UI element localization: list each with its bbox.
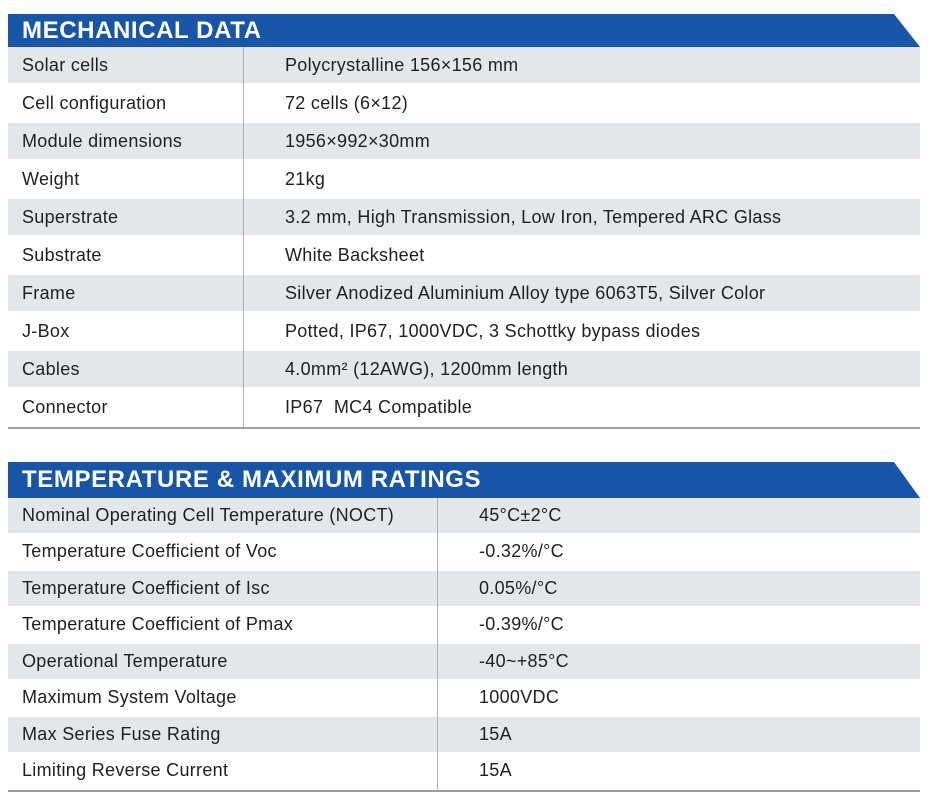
section-header-temperature-ratings: TEMPERATURE & MAXIMUM RATINGS <box>8 462 920 498</box>
spec-row-cell-configuration: Cell configuration 72 cells (6×12) <box>8 85 920 123</box>
spec-value: 1000VDC <box>479 687 560 708</box>
spec-label: Temperature Coefficient of Isc <box>22 577 270 598</box>
temperature-ratings-section: TEMPERATURE & MAXIMUM RATINGS Nominal Op… <box>8 462 920 792</box>
spec-value: White Backsheet <box>285 244 425 265</box>
spec-value: IP67 MC4 Compatible <box>285 396 473 417</box>
section-title: MECHANICAL DATA <box>22 16 262 44</box>
spec-row-temp-coeff-pmax: Temperature Coefficient of Pmax -0.39%/°… <box>8 608 920 644</box>
spec-row-superstrate: Superstrate 3.2 mm, High Transmission, L… <box>8 199 920 237</box>
spec-value: 3.2 mm, High Transmission, Low Iron, Tem… <box>285 206 782 227</box>
spec-label: Operational Temperature <box>22 650 228 671</box>
spec-label: Superstrate <box>22 206 119 227</box>
spec-row-operational-temperature: Operational Temperature -40~+85°C <box>8 644 920 681</box>
spec-row-max-series-fuse: Max Series Fuse Rating 15A <box>8 717 920 754</box>
section-title: TEMPERATURE & MAXIMUM RATINGS <box>22 466 482 493</box>
spec-label: Connector <box>22 396 108 417</box>
spec-label: Max Series Fuse Rating <box>22 723 221 744</box>
spec-label: Limiting Reverse Current <box>22 760 229 781</box>
spec-value: -0.39%/°C <box>479 614 564 635</box>
spec-label: Module dimensions <box>22 130 183 151</box>
spec-value: 1956×992×30mm <box>285 130 431 151</box>
spec-label: Temperature Coefficient of Voc <box>22 541 277 562</box>
spec-row-temp-coeff-isc: Temperature Coefficient of Isc 0.05%/°C <box>8 571 920 608</box>
spec-row-limiting-reverse-current: Limiting Reverse Current 15A <box>8 754 920 790</box>
spec-value: -40~+85°C <box>479 650 569 671</box>
spec-label: Frame <box>22 282 76 303</box>
spec-value: 72 cells (6×12) <box>285 92 409 113</box>
spec-row-module-dimensions: Module dimensions 1956×992×30mm <box>8 123 920 161</box>
spec-label: Weight <box>22 168 80 189</box>
spec-value: 0.05%/°C <box>479 577 558 598</box>
spec-value: 15A <box>479 723 512 744</box>
spec-row-frame: Frame Silver Anodized Aluminium Alloy ty… <box>8 275 920 313</box>
spec-row-temp-coeff-voc: Temperature Coefficient of Voc -0.32%/°C <box>8 535 920 571</box>
spec-value: 21kg <box>285 168 326 189</box>
mechanical-data-rows: Solar cells Polycrystalline 156×156 mm C… <box>8 47 920 429</box>
spec-label: Cables <box>22 358 80 379</box>
spec-row-solar-cells: Solar cells Polycrystalline 156×156 mm <box>8 47 920 85</box>
spec-label: Nominal Operating Cell Temperature (NOCT… <box>22 504 395 525</box>
spec-label: Cell configuration <box>22 92 167 113</box>
section-header-mechanical-data: MECHANICAL DATA <box>8 14 920 47</box>
spec-value: 4.0mm² (12AWG), 1200mm length <box>285 358 569 379</box>
temperature-ratings-rows: Nominal Operating Cell Temperature (NOCT… <box>8 498 920 792</box>
spec-row-cables: Cables 4.0mm² (12AWG), 1200mm length <box>8 351 920 389</box>
spec-value: Potted, IP67, 1000VDC, 3 Schottky bypass… <box>285 320 701 341</box>
spec-row-max-system-voltage: Maximum System Voltage 1000VDC <box>8 681 920 717</box>
spec-value: -0.32%/°C <box>479 541 564 562</box>
spec-row-substrate: Substrate White Backsheet <box>8 237 920 275</box>
mechanical-data-section: MECHANICAL DATA Solar cells Polycrystall… <box>8 14 920 429</box>
spec-label: Maximum System Voltage <box>22 687 237 708</box>
spec-value: Silver Anodized Aluminium Alloy type 606… <box>285 282 766 303</box>
spec-label: J-Box <box>22 320 70 341</box>
spec-row-j-box: J-Box Potted, IP67, 1000VDC, 3 Schottky … <box>8 313 920 351</box>
spec-label: Substrate <box>22 244 102 265</box>
spec-row-weight: Weight 21kg <box>8 161 920 199</box>
spec-value: Polycrystalline 156×156 mm <box>285 54 519 75</box>
spec-value: 45°C±2°C <box>479 504 562 525</box>
spec-label: Solar cells <box>22 54 109 75</box>
spec-row-noct: Nominal Operating Cell Temperature (NOCT… <box>8 498 920 535</box>
spec-value: 15A <box>479 760 512 781</box>
spec-row-connector: Connector IP67 MC4 Compatible <box>8 389 920 427</box>
spec-label: Temperature Coefficient of Pmax <box>22 614 294 635</box>
